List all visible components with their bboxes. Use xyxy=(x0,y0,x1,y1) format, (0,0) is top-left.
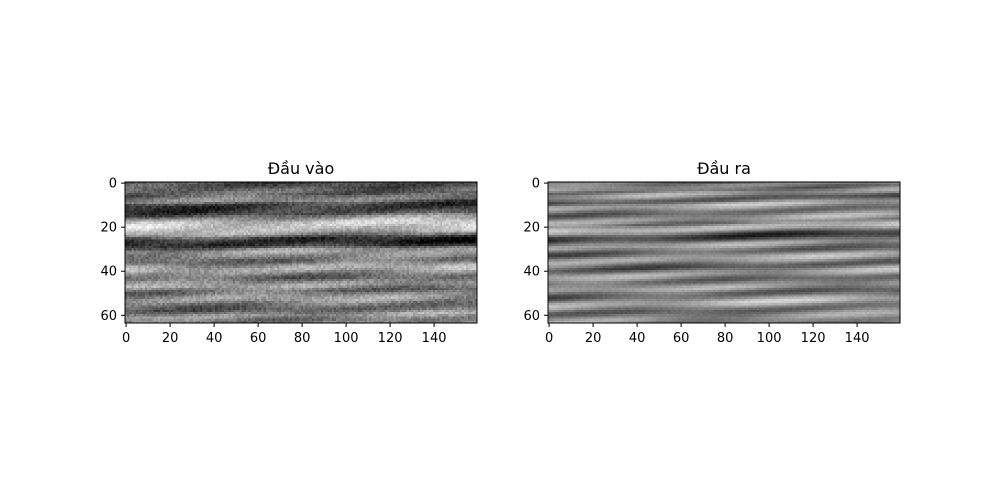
x-tick-label: 100 xyxy=(757,331,782,346)
x-tick-label: 120 xyxy=(378,331,403,346)
x-tick-label: 80 xyxy=(717,331,734,346)
input-axis-ticks: 0 20 40 60 80 100 120 140 0 20 40 60 xyxy=(100,177,446,346)
y-tick-label: 0 xyxy=(109,177,117,192)
x-tick-label: 100 xyxy=(334,331,359,346)
output-heatmap-image xyxy=(548,182,900,323)
x-tick-label: 80 xyxy=(294,331,311,346)
x-tick-label: 20 xyxy=(585,331,602,346)
x-tick-label: 60 xyxy=(673,331,690,346)
x-tick-label: 60 xyxy=(250,331,267,346)
y-tick-label: 20 xyxy=(100,221,117,236)
y-tick-label: 40 xyxy=(523,265,540,280)
input-panel: Đầu vào 0 20 40 60 80 100 120 140 0 20 40 60 xyxy=(100,159,478,346)
y-tick-label: 20 xyxy=(523,221,540,236)
output-axes-frame xyxy=(547,181,901,324)
input-title: Đầu vào xyxy=(268,159,335,178)
y-tick-label: 60 xyxy=(100,309,117,324)
x-tick-label: 140 xyxy=(845,331,870,346)
y-tick-label: 0 xyxy=(532,177,540,192)
x-tick-label: 0 xyxy=(122,331,130,346)
x-tick-label: 40 xyxy=(206,331,223,346)
output-title: Đầu ra xyxy=(697,159,751,178)
output-axis-ticks: 0 20 40 60 80 100 120 140 0 20 40 60 xyxy=(523,177,869,346)
input-heatmap-image xyxy=(125,182,477,323)
x-tick-label: 40 xyxy=(629,331,646,346)
y-tick-label: 60 xyxy=(523,309,540,324)
x-tick-label: 140 xyxy=(422,331,447,346)
x-tick-label: 20 xyxy=(162,331,179,346)
output-panel: Đầu ra 0 20 40 60 80 100 120 140 0 20 40 60 xyxy=(523,159,901,346)
input-axes-frame xyxy=(124,181,478,324)
x-tick-label: 0 xyxy=(545,331,553,346)
x-tick-label: 120 xyxy=(801,331,826,346)
y-tick-label: 40 xyxy=(100,265,117,280)
